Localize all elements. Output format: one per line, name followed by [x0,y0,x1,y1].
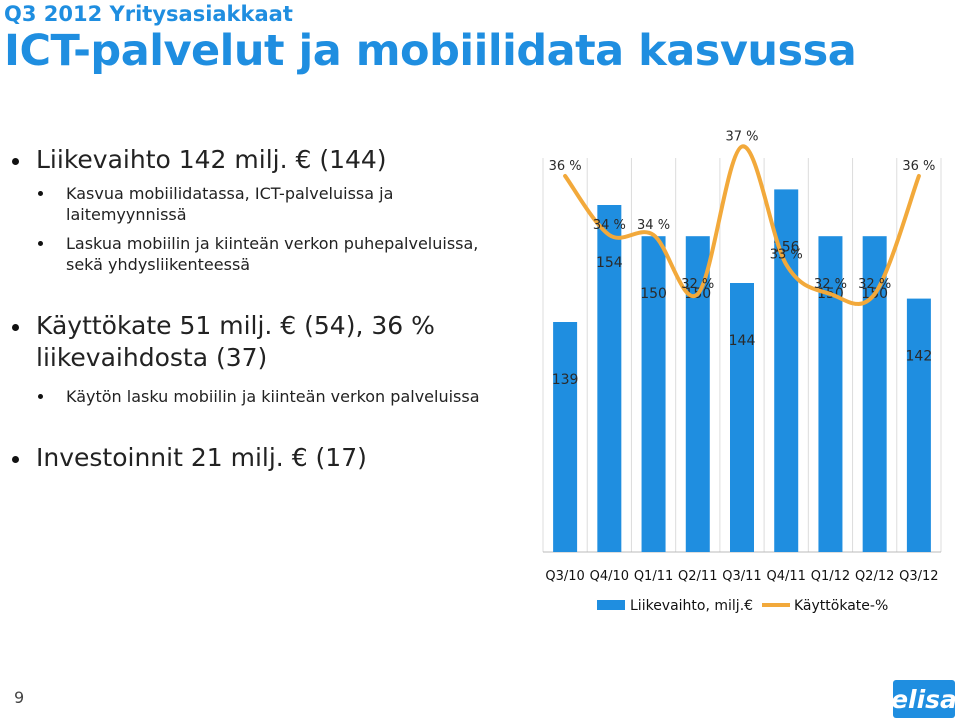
bullet-dot [38,394,43,399]
bullet-dot [38,241,43,246]
category-label: Q3/10 [545,569,584,584]
bar-Q2/11 [685,236,710,552]
line-value-label: 34 % [637,218,670,233]
bullet-ebitda-line2: liikevaihdosta (37) [36,343,268,372]
bullet-dot [12,324,19,331]
line-value-label: 33 % [770,248,803,263]
bar-value-label: 142 [906,349,933,365]
bar-Q1/11 [641,236,666,552]
bullet-investments: Investoinnit 21 milj. € (17) [36,443,367,472]
legend-label-revenue: Liikevaihto, milj.€ [630,598,753,614]
bullet-decline-line1: Laskua mobiilin ja kiinteän verkon puhep… [66,234,479,253]
bar-value-label: 150 [640,286,667,302]
slide-title: ICT-palvelut ja mobiilidata kasvussa [4,26,857,76]
bar-Q3/12 [906,298,931,552]
bullet-revenue: Liikevaihto 142 milj. € (144) [36,145,387,174]
bar-value-label: 144 [729,333,756,349]
bar-Q4/10 [597,205,622,552]
line-value-label: 37 % [725,130,758,145]
bar-value-label: 139 [552,372,579,388]
bullet-ebitda-line1: Käyttökate 51 milj. € (54), 36 % [36,311,435,340]
line-value-label: 36 % [902,159,935,174]
bullet-usage-decline: Käytön lasku mobiilin ja kiinteän verkon… [66,387,480,406]
bar-value-label: 154 [596,255,623,271]
category-label: Q4/11 [767,569,806,584]
category-label: Q1/11 [634,569,673,584]
legend-swatch-revenue [597,600,625,610]
line-value-label: 32 % [814,277,847,292]
bullet-dot [12,158,19,165]
bullet-decline-line2: sekä yhdysliikenteessä [66,255,251,274]
line-value-label: 36 % [549,159,582,174]
bullet-growth-line2: laitemyynnissä [66,205,187,224]
page-number: 9 [14,688,25,707]
slide-subtitle: Q3 2012 Yritysasiakkaat [4,2,293,26]
bar-Q2/12 [862,236,887,552]
category-label: Q3/11 [722,569,761,584]
category-label: Q1/12 [811,569,850,584]
category-label: Q4/10 [590,569,629,584]
line-value-label: 32 % [858,277,891,292]
bullet-growth-line1: Kasvua mobiilidatassa, ICT-palveluissa j… [66,184,394,203]
bullet-dot [12,456,19,463]
category-label: Q2/11 [678,569,717,584]
elisa-logo: elisa [891,680,957,718]
bar-Q1/12 [818,236,843,552]
bullet-dot [38,191,43,196]
line-value-label: 34 % [593,218,626,233]
line-value-label: 32 % [681,277,714,292]
category-label: Q2/12 [855,569,894,584]
legend-label-ebitda: Käyttökate-% [794,598,888,614]
ebitda-line [563,144,921,306]
bar-Q3/11 [730,283,754,552]
bar-Q3/10 [553,322,578,552]
category-label: Q3/12 [899,569,938,584]
